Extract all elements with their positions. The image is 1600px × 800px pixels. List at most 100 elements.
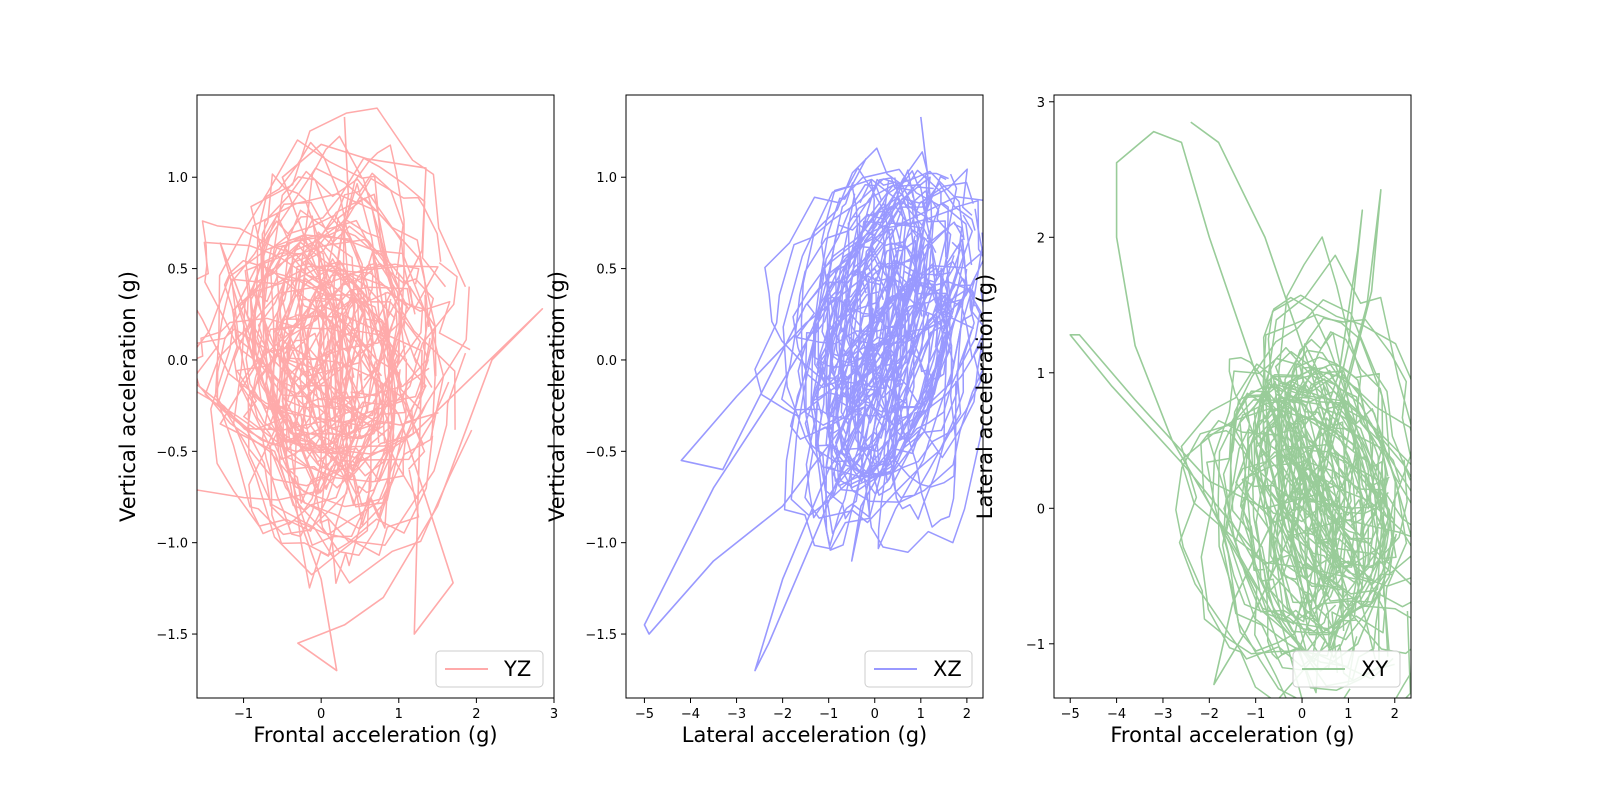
trajectory-loop <box>238 279 426 556</box>
y-tick-label: −0.5 <box>156 445 188 460</box>
axes-frame <box>1053 94 1412 699</box>
legend-box <box>1292 650 1401 688</box>
trajectory-loop <box>278 157 447 482</box>
trajectory-line <box>643 116 968 672</box>
x-tick-label: 0 <box>1298 707 1306 722</box>
trajectory-loop <box>844 280 983 479</box>
trajectory-loop <box>274 258 392 546</box>
legend: YZ <box>435 650 544 688</box>
trajectory-loop <box>1277 356 1396 636</box>
trajectory-loop <box>838 177 904 416</box>
x-tick-label: 0 <box>871 707 879 722</box>
trajectory-loop <box>1239 408 1301 565</box>
trajectory-loop <box>1206 392 1355 698</box>
trajectory-loop <box>255 229 378 387</box>
legend-box <box>435 650 544 688</box>
x-tick-label: −5 <box>635 707 654 722</box>
trajectory-loop <box>1263 383 1341 604</box>
x-tick-label: 2 <box>1391 707 1399 722</box>
x-tick-label: 1 <box>917 707 925 722</box>
trajectory-yz <box>197 107 544 672</box>
trajectory-loop <box>1235 398 1401 510</box>
trajectory-loop <box>1318 405 1361 516</box>
legend: XY <box>1292 650 1401 688</box>
trajectory-loop <box>1239 371 1411 698</box>
y-tick-label: 0.5 <box>596 263 617 278</box>
x-tick-label: 3 <box>550 707 558 722</box>
x-tick-label: −2 <box>1200 707 1219 722</box>
y-tick-label: −1.0 <box>585 537 617 552</box>
y-tick-label: 0.0 <box>596 354 617 369</box>
x-tick-label: −2 <box>773 707 792 722</box>
trajectory-loop <box>1284 389 1411 538</box>
x-tick-label: 1 <box>395 707 403 722</box>
y-axis-title: Lateral acceleration (g) <box>973 274 997 520</box>
x-tick-label: −1 <box>1246 707 1265 722</box>
x-tick-label: −3 <box>1153 707 1172 722</box>
y-tick-label: −1.5 <box>585 628 617 643</box>
y-tick-label: −0.5 <box>585 445 617 460</box>
axes-frame <box>196 94 555 699</box>
trajectory-loop <box>884 294 957 488</box>
trajectory-loop <box>783 246 907 550</box>
trajectory-loop <box>298 297 403 556</box>
x-tick-label: 2 <box>963 707 971 722</box>
trajectory-loop <box>886 286 948 520</box>
y-tick-label: 0.5 <box>167 263 188 278</box>
subplot-xz: −5 −4 −3 −2 −1 0 1 2 −1.5 −1.0 −0.5 0.0 0.5 1.0 Latera… <box>545 94 984 747</box>
x-tick-label: −1 <box>234 707 253 722</box>
trajectory-loop <box>1296 421 1347 579</box>
y-tick-label: 1.0 <box>167 171 188 186</box>
trajectory-loop <box>821 245 904 405</box>
trajectory-loop <box>1290 414 1389 565</box>
trajectory-loop <box>276 218 394 377</box>
trajectory-loop <box>1252 313 1408 634</box>
trajectory-loop <box>1224 369 1411 698</box>
trajectory-loop <box>883 175 949 483</box>
trajectory-loop <box>1228 356 1333 508</box>
trajectory-loop <box>257 346 328 443</box>
y-axis-title: Vertical acceleration (g) <box>545 271 569 522</box>
trajectory-loop <box>853 284 954 419</box>
trajectory-loop <box>827 242 911 487</box>
y-tick-label: 1.0 <box>596 171 617 186</box>
axes-frame <box>625 94 984 699</box>
trajectory-loop <box>1241 460 1411 608</box>
trajectory-xz <box>643 116 983 672</box>
legend-box <box>864 650 973 688</box>
x-axis-title: Frontal acceleration (g) <box>253 723 497 747</box>
legend-label: YZ <box>503 657 531 681</box>
trajectory-loop <box>305 197 445 508</box>
y-tick-label: 0.0 <box>167 354 188 369</box>
trajectory-loop <box>339 262 395 519</box>
trajectory-loop <box>269 291 471 557</box>
trajectory-loop <box>1279 396 1373 540</box>
trajectory-loop <box>1235 451 1411 619</box>
trajectory-loop <box>317 172 404 430</box>
trajectory-xy <box>1069 121 1411 698</box>
trajectory-loop <box>223 259 361 409</box>
x-axis-title: Lateral acceleration (g) <box>682 723 928 747</box>
trajectory-loop <box>815 277 983 503</box>
x-tick-label: −3 <box>727 707 746 722</box>
trajectory-loop <box>782 178 945 478</box>
y-tick-label: 2 <box>1037 231 1045 246</box>
x-tick-label: 0 <box>317 707 325 722</box>
trajectory-loop <box>246 297 368 526</box>
x-tick-label: −4 <box>1107 707 1126 722</box>
y-tick-label: 0 <box>1037 502 1045 517</box>
trajectory-loop <box>825 182 859 430</box>
legend-label: XZ <box>933 657 962 681</box>
trajectory-loop <box>1255 413 1341 621</box>
trajectory-loop <box>216 244 366 431</box>
trajectory-loop <box>252 167 410 411</box>
trajectory-loop <box>324 332 383 472</box>
x-tick-label: −1 <box>819 707 838 722</box>
legend-label: XY <box>1361 657 1388 681</box>
trajectory-loop <box>1254 429 1297 520</box>
trajectory-loop <box>1180 407 1390 581</box>
y-axis-title: Vertical acceleration (g) <box>116 271 140 522</box>
x-axis-title: Frontal acceleration (g) <box>1110 723 1354 747</box>
trajectory-loop <box>330 182 393 529</box>
y-tick-label: 1 <box>1037 367 1045 382</box>
